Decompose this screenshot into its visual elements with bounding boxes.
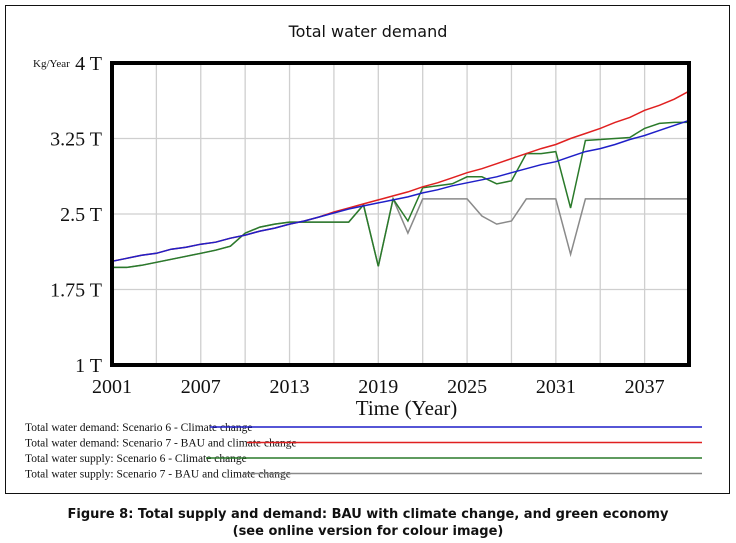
legend: Total water demand: Scenario 6 - Climate… [25, 422, 702, 481]
y-tick-label: 1.75 T [50, 280, 102, 302]
series-lines [111, 90, 690, 269]
x-tick-label: 2037 [625, 376, 665, 398]
y-tick-label: 4 T [75, 53, 102, 75]
chart-title: Total water demand [288, 22, 448, 41]
plot-area-border [110, 61, 691, 367]
y-tick-label: 1 T [75, 355, 102, 377]
caption-line-2: (see online version for colour image) [232, 524, 504, 539]
y-unit-label: Kg/Year [33, 58, 70, 70]
y-tick-label: 2.5 T [60, 204, 102, 226]
line-chart: 1 T 1.75 T 2.5 T 3.25 T 4 T 2001 2007 2013 2019… [25, 53, 702, 481]
x-tick-label: 2001 [92, 376, 132, 398]
x-tick-label: 2031 [536, 376, 576, 398]
figure-frame [5, 5, 730, 494]
caption-line-1: Figure 8: Total supply and demand: BAU w… [67, 507, 669, 522]
series-line-3 [112, 121, 689, 269]
x-tick-label: 2007 [181, 376, 221, 398]
series-line-1 [111, 119, 690, 263]
x-tick-label: 2013 [270, 376, 310, 398]
legend-label: Total water supply: Scenario 6 - Climate… [25, 453, 247, 465]
y-tick-label: 3.25 T [50, 129, 102, 151]
legend-label: Total water demand: Scenario 6 - Climate… [25, 422, 253, 434]
legend-label: Total water demand: Scenario 7 - BAU and… [25, 438, 297, 450]
grid [111, 62, 690, 366]
x-ticks: 2001 2007 2013 2019 2025 2031 2037 [92, 376, 665, 398]
x-axis-label: Time (Year) [356, 396, 458, 420]
figure-caption: Figure 8: Total supply and demand: BAU w… [0, 506, 736, 540]
series-line-2 [111, 90, 690, 263]
legend-label: Total water supply: Scenario 7 - BAU and… [25, 469, 291, 481]
y-ticks: 1 T 1.75 T 2.5 T 3.25 T 4 T [50, 53, 102, 377]
x-tick-label: 2019 [358, 376, 398, 398]
x-tick-label: 2025 [447, 376, 487, 398]
